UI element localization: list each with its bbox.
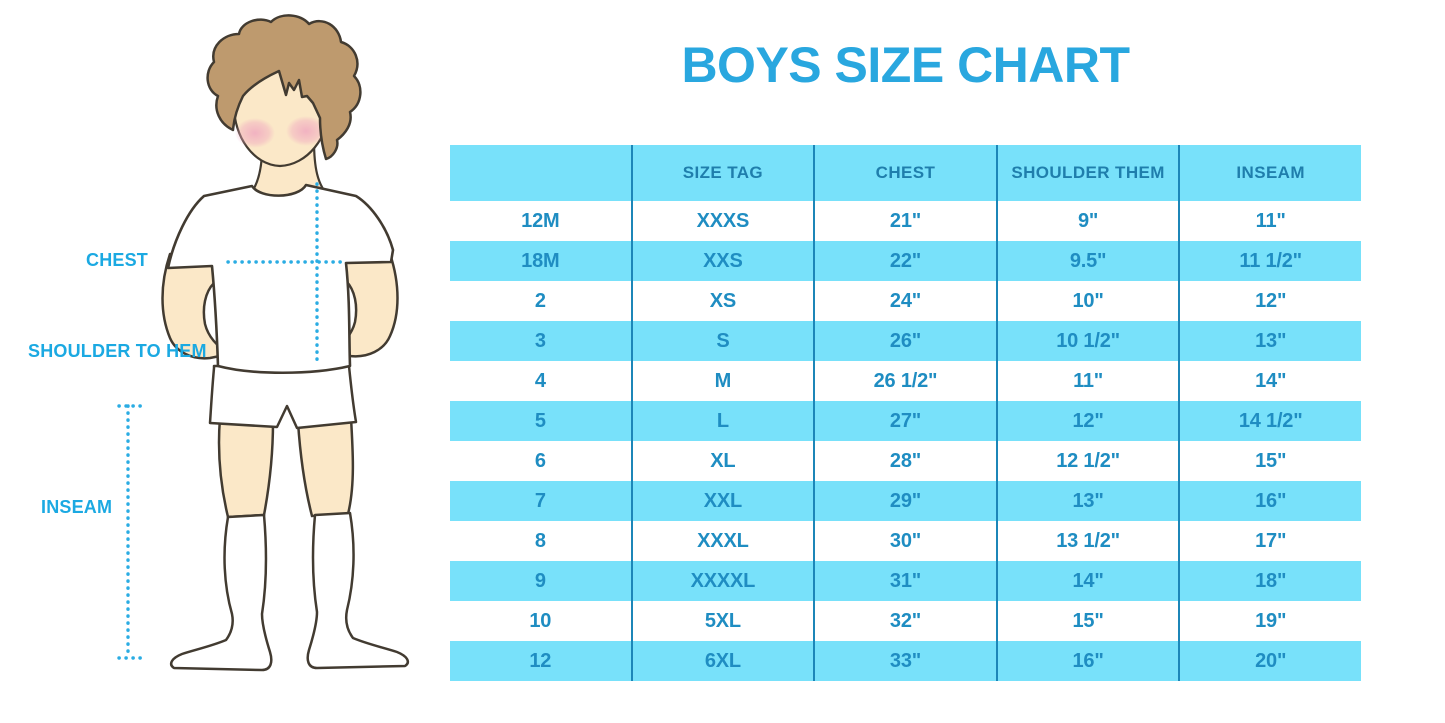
table-cell: 14 1/2" [1238, 409, 1303, 432]
table-cell: 21" [815, 201, 998, 241]
table-cell: 6XL [633, 641, 816, 681]
column-header [450, 145, 633, 201]
table-cell: 2 [450, 281, 633, 321]
column-header: SHOULDER THEM [998, 145, 1181, 201]
table-cell: 13" [998, 481, 1181, 521]
column-header: CHEST [815, 145, 998, 201]
table-cell: 14" [1255, 369, 1287, 392]
table-cell: 12 1/2" [998, 441, 1181, 481]
hair [206, 14, 362, 161]
table-row: 7 XXL 29" 13" 16" [450, 481, 1361, 521]
table-row: 6 XL 28" 12 1/2" 15" [450, 441, 1361, 481]
column-header: INSEAM [1236, 163, 1305, 182]
table-cell: 22" [815, 241, 998, 281]
table-cell: 15" [998, 601, 1181, 641]
table-cell: XS [633, 281, 816, 321]
size-table: SIZE TAG CHEST SHOULDER THEM INSEAM 12M XXXS… [450, 145, 1361, 681]
table-cell: 13" [1255, 329, 1287, 352]
table-row: 18M XXS 22" 9.5" 11 1/2" [450, 241, 1361, 281]
table-cell: 15" [1255, 449, 1287, 472]
table-cell: 28" [815, 441, 998, 481]
shoulder-to-hem-label: SHOULDER TO HEM [28, 341, 207, 361]
table-cell: 9" [998, 201, 1181, 241]
table-cell: 20" [1255, 649, 1287, 672]
table-cell: 3 [450, 321, 633, 361]
table-cell: 17" [1255, 529, 1287, 552]
table-cell: 29" [815, 481, 998, 521]
table-row: 8 XXXL 30" 13 1/2" 17" [450, 521, 1361, 561]
table-cell: 19" [1255, 609, 1287, 632]
right-sock [306, 511, 409, 670]
page-title: BOYS SIZE CHART [681, 37, 1130, 93]
table-row: 3 S 26" 10 1/2" 13" [450, 321, 1361, 361]
table-cell: 8 [450, 521, 633, 561]
table-cell: L [633, 401, 816, 441]
table-cell: 32" [815, 601, 998, 641]
table-row: 4 M 26 1/2" 11" 14" [450, 361, 1361, 401]
column-header: SIZE TAG [633, 145, 816, 201]
table-row: 2 XS 24" 10" 12" [450, 281, 1361, 321]
boy-illustration [117, 14, 409, 672]
table-cell: 16" [998, 641, 1181, 681]
table-row: 9 XXXXL 31" 14" 18" [450, 561, 1361, 601]
table-cell: 26 1/2" [815, 361, 998, 401]
table-cell: XXL [633, 481, 816, 521]
tshirt [166, 183, 395, 375]
table-cell: 31" [815, 561, 998, 601]
inseam-label: INSEAM [41, 497, 113, 517]
table-cell: 10 1/2" [998, 321, 1181, 361]
table-cell: 11" [1255, 209, 1286, 232]
table-cell: 5 [450, 401, 633, 441]
table-cell: 12M [450, 201, 633, 241]
table-cell: 9.5" [998, 241, 1181, 281]
table-cell: 12 [450, 641, 633, 681]
table-cell: 33" [815, 641, 998, 681]
table-cell: S [633, 321, 816, 361]
table-cell: 27" [815, 401, 998, 441]
table-cell: XL [633, 441, 816, 481]
table-row: 12M XXXS 21" 9" 11" [450, 201, 1361, 241]
table-cell: 11" [998, 361, 1181, 401]
left-sock [170, 513, 273, 672]
table-cell: 10" [998, 281, 1181, 321]
table-cell: 5XL [633, 601, 816, 641]
table-cell: XXXXL [633, 561, 816, 601]
shorts [208, 364, 358, 430]
table-cell: 11 1/2" [1239, 249, 1302, 272]
table-cell: 13 1/2" [998, 521, 1181, 561]
table-cell: 26" [815, 321, 998, 361]
left-thigh [217, 416, 275, 519]
table-cell: 12" [998, 401, 1181, 441]
table-cell: XXXS [633, 201, 816, 241]
table-cell: 18M [450, 241, 633, 281]
table-cell: 6 [450, 441, 633, 481]
chest-label: CHEST [86, 250, 149, 270]
table-cell: 18" [1255, 569, 1287, 592]
table-cell: M [633, 361, 816, 401]
table-cell: 14" [998, 561, 1181, 601]
table-cell: XXS [633, 241, 816, 281]
table-cell: 16" [1255, 489, 1287, 512]
table-cell: 24" [815, 281, 998, 321]
table-row: 12 6XL 33" 16" 20" [450, 641, 1361, 681]
table-row: 5 L 27" 12" 14 1/2" [450, 401, 1361, 441]
table-cell: 7 [450, 481, 633, 521]
table-cell: 10 [450, 601, 633, 641]
table-row: 10 5XL 32" 15" 19" [450, 601, 1361, 641]
left-cheek [235, 118, 275, 148]
table-header-row: SIZE TAG CHEST SHOULDER THEM INSEAM [450, 145, 1361, 201]
table-cell: 30" [815, 521, 998, 561]
table-body: 12M XXXS 21" 9" 11" 18M XXS 22" 9.5" 11 1/2" 2 XS 24… [450, 201, 1361, 681]
right-cheek [286, 116, 326, 146]
table-cell: XXXL [633, 521, 816, 561]
table-cell: 4 [450, 361, 633, 401]
right-thigh [296, 416, 355, 518]
table-cell: 12" [1255, 289, 1287, 312]
table-cell: 9 [450, 561, 633, 601]
